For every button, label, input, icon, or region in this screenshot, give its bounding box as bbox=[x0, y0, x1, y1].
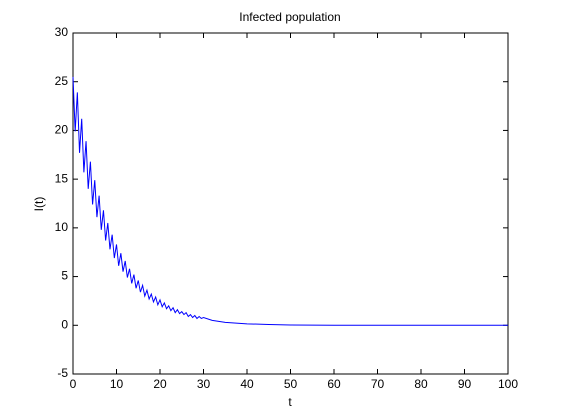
chart-title: Infected population bbox=[239, 10, 340, 24]
x-axis-label: t bbox=[288, 395, 292, 409]
y-tick-label: 20 bbox=[55, 123, 69, 137]
x-tick-label: 80 bbox=[414, 377, 428, 391]
x-tick-label: 10 bbox=[110, 377, 124, 391]
y-tick-label: 10 bbox=[55, 220, 69, 234]
y-tick-label: 5 bbox=[61, 269, 68, 283]
y-tick-label: 25 bbox=[55, 74, 69, 88]
x-tick-label: 100 bbox=[498, 377, 518, 391]
x-tick-label: 40 bbox=[240, 377, 254, 391]
x-tick-label: 90 bbox=[458, 377, 472, 391]
plot-frame bbox=[72, 32, 509, 375]
x-tick-label: 70 bbox=[371, 377, 385, 391]
x-tick-label: 0 bbox=[70, 377, 77, 391]
y-axis-label: I(t) bbox=[32, 197, 46, 212]
x-tick-label: 60 bbox=[327, 377, 341, 391]
x-tick-label: 30 bbox=[197, 377, 211, 391]
y-tick-label: 15 bbox=[55, 171, 69, 185]
data-line bbox=[72, 76, 508, 326]
y-tick-label: 0 bbox=[61, 317, 68, 331]
x-tick-label: 20 bbox=[153, 377, 167, 391]
x-tick-label: 50 bbox=[284, 377, 298, 391]
y-tick-label: 30 bbox=[55, 25, 69, 39]
y-tick-label: -5 bbox=[57, 366, 68, 380]
